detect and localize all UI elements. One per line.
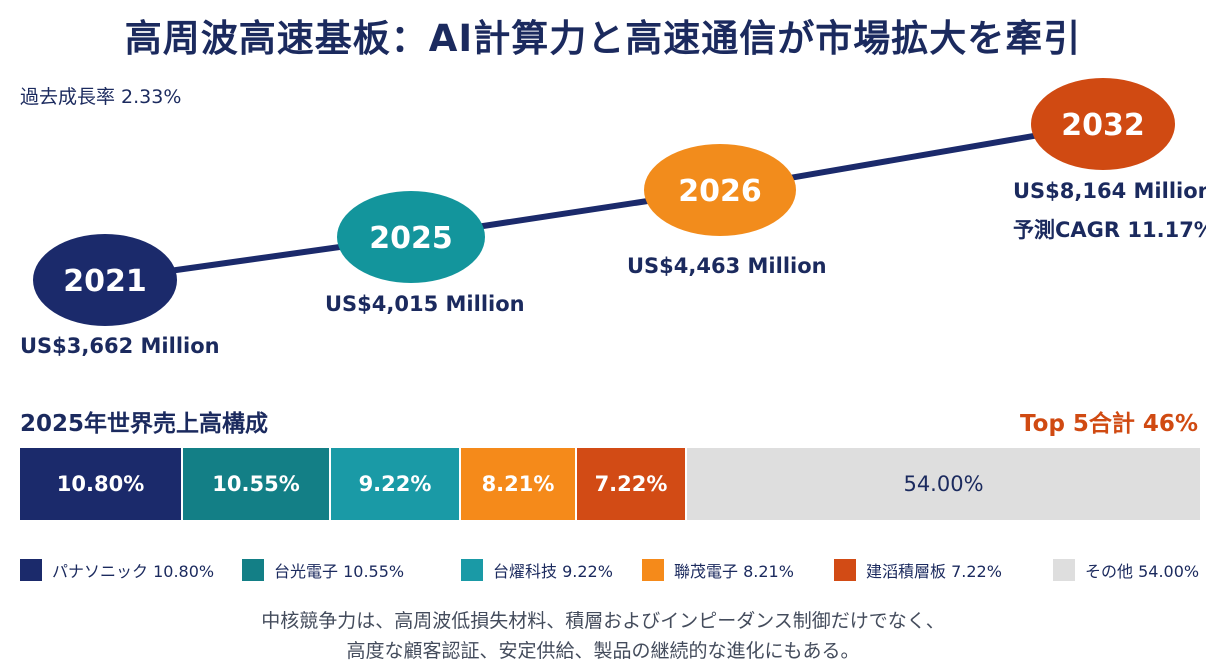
legend-label: 台燿科技 9.22% (493, 562, 613, 581)
legend-label: 台光電子 10.55% (274, 562, 405, 581)
year-ellipse-2021 (33, 234, 177, 326)
legend-item-3: 台燿科技 9.22% (461, 558, 613, 582)
legend-label: 建滔積層板 7.22% (866, 562, 1002, 581)
legend-swatch (1053, 559, 1075, 581)
composition-title: 2025年世界売上高構成 (20, 411, 269, 437)
legend-item-5: 建滔積層板 7.22% (834, 558, 1002, 582)
legend-item-2: 台光電子 10.55% (242, 558, 404, 582)
legend-label: その他 54.00% (1085, 562, 1200, 581)
bar-segment-1: 10.80% (20, 448, 183, 520)
legend-swatch (242, 559, 264, 581)
year-label-2021: 2021 (63, 264, 147, 299)
bar-segment-3: 9.22% (331, 448, 461, 520)
value-label-2021: US$3,662 Million (20, 334, 220, 358)
legend-item-1: パナソニック 10.80% (20, 558, 214, 582)
legend: パナソニック 10.80% 台光電子 10.55% 台燿科技 9.22% 聯茂電子 8… (20, 558, 1206, 584)
year-node-2025: 2025 (337, 191, 485, 283)
legend-swatch (834, 559, 856, 581)
legend-label: 聯茂電子 8.21% (674, 562, 794, 581)
top5-total: Top 5合計 46% (1020, 411, 1198, 437)
year-label-2025: 2025 (369, 221, 453, 256)
timeline-chart: 2021 2025 2026 2032 (33, 78, 1175, 326)
legend-label: パナソニック 10.80% (52, 562, 215, 581)
footnote-line-1: 中核競争力は、高周波低損失材料、積層およびインピーダンス制御だけでなく、 (261, 610, 945, 632)
year-ellipse-2026 (644, 144, 796, 236)
forecast-cagr-label: 予測CAGR 11.17% (1013, 218, 1206, 242)
legend-item-6: その他 54.00% (1053, 558, 1199, 582)
value-label-2032: US$8,164 Million (1013, 179, 1206, 203)
year-ellipse-2025 (337, 191, 485, 283)
legend-swatch (461, 559, 483, 581)
year-ellipse-2032 (1031, 78, 1175, 170)
footnote-line-2: 高度な顧客認証、安定供給、製品の継続的な進化にもある。 (346, 640, 860, 662)
value-label-2026: US$4,463 Million (627, 254, 827, 278)
year-node-2021: 2021 (33, 234, 177, 326)
legend-item-4: 聯茂電子 8.21% (642, 558, 794, 582)
year-label-2026: 2026 (678, 174, 762, 209)
past-growth-rate: 過去成長率 2.33% (20, 86, 182, 108)
page-title: 高周波高速基板：AI計算力と高速通信が市場拡大を牽引 (124, 17, 1082, 60)
bar-segment-6: 54.00% (687, 448, 1200, 520)
bar-segment-5: 7.22% (577, 448, 687, 520)
value-label-2025: US$4,015 Million (325, 292, 525, 316)
legend-swatch (20, 559, 42, 581)
year-node-2032: 2032 (1031, 78, 1175, 170)
stacked-share-bar: 10.80% 10.55% 9.22% 8.21% 7.22% 54.00% (20, 448, 1200, 520)
bar-segment-4: 8.21% (461, 448, 577, 520)
year-node-2026: 2026 (644, 144, 796, 236)
bar-segment-2: 10.55% (183, 448, 331, 520)
legend-swatch (642, 559, 664, 581)
year-label-2032: 2032 (1061, 108, 1145, 143)
